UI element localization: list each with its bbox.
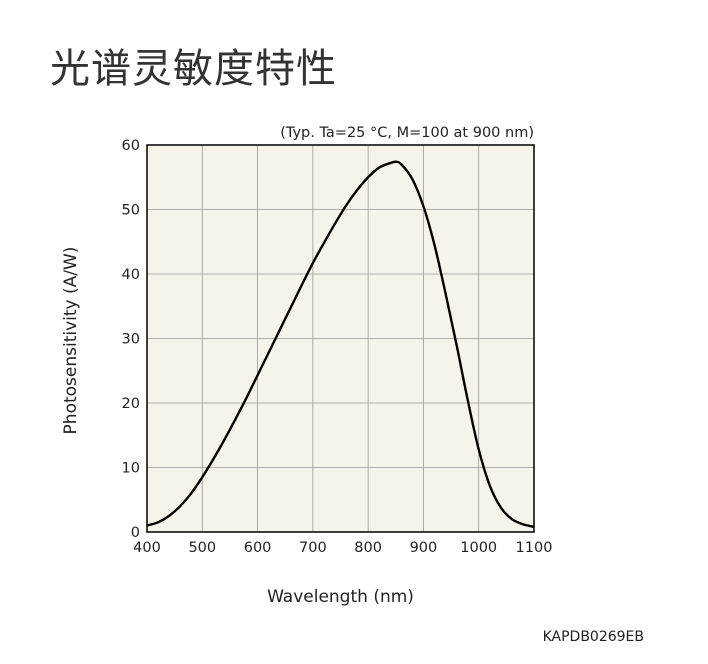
y-tick-label: 30: [122, 332, 140, 348]
y-axis-label: Photosensitivity (A/W): [61, 247, 81, 435]
x-tick-label: 600: [244, 540, 272, 556]
y-tick-label: 0: [131, 525, 140, 541]
y-tick-label: 20: [122, 396, 140, 412]
x-tick-label: 400: [133, 540, 161, 556]
y-tick-label: 40: [122, 267, 140, 283]
x-tick-label: 1000: [460, 540, 497, 556]
page-title: 光谱灵敏度特性: [50, 46, 337, 92]
x-axis-label: Wavelength (nm): [267, 587, 414, 607]
document-code: KAPDB0269EB: [542, 629, 644, 645]
plot-frame: [146, 144, 535, 533]
x-tick-label: 800: [354, 540, 382, 556]
y-tick-label: 60: [122, 138, 140, 154]
x-tick-label: 700: [299, 540, 327, 556]
y-tick-label: 50: [122, 203, 140, 219]
y-tick-label: 10: [122, 461, 140, 477]
x-tick-label: 500: [188, 540, 216, 556]
series-line-photosensitivity: [146, 160, 535, 529]
condition-note: (Typ. Ta=25 °C, M=100 at 900 nm): [280, 125, 534, 141]
x-tick-label: 1100: [516, 540, 553, 556]
x-tick-label: 900: [410, 540, 438, 556]
tick-labels: 400 500 600 700 800 900 1000 1100 0 10 20 30 40 50 60: [122, 138, 553, 556]
